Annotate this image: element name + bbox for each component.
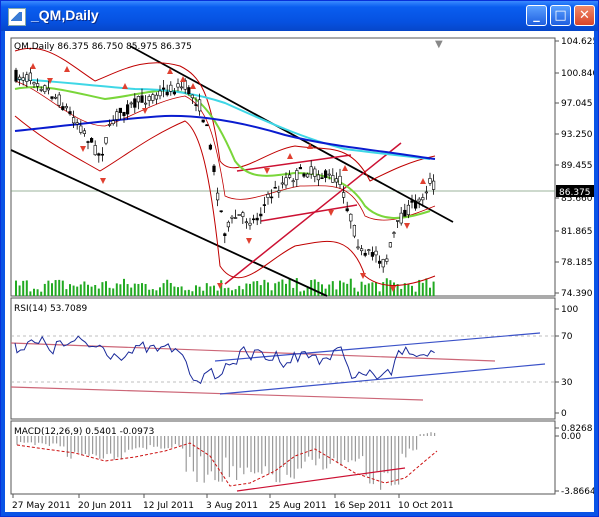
rsi-trend-lines	[10, 332, 546, 401]
price-tick-label: 85.660	[561, 194, 593, 204]
ema-slow-line	[14, 114, 436, 160]
price-tick-label: 93.250	[561, 130, 593, 140]
macd-panel-header: MACD(12,26,9) 0.5401 -0.0973	[14, 427, 154, 437]
rsi-tick-label: 30	[561, 378, 573, 388]
date-tick-label: 10 Oct 2011	[398, 501, 454, 511]
minimize-button[interactable]: _	[526, 5, 547, 26]
price-tick-label: 89.455	[561, 161, 593, 171]
volume-bars	[15, 278, 435, 296]
macd-signal-line	[16, 442, 438, 487]
price-tick-label: 104.625	[561, 37, 594, 47]
period-separator-marker: ▼	[435, 39, 443, 50]
chart-canvas[interactable]: 104.625 100.840 97.045 93.250 89.455 85.660 81…	[5, 31, 598, 512]
trend-lines	[10, 45, 454, 297]
rsi-panel-header: RSI(14) 53.7089	[14, 304, 87, 314]
rsi-tick-label: 100	[561, 305, 578, 315]
date-tick-label: 3 Aug 2011	[206, 501, 258, 511]
macd-panel[interactable]	[10, 420, 556, 495]
bollinger-upper	[14, 47, 436, 182]
rsi-axis: 100 70 30 0	[555, 305, 578, 419]
ema-mid-line	[14, 78, 431, 160]
window-title: _QM,Daily	[31, 7, 99, 23]
date-tick-label: 25 Aug 2011	[269, 501, 327, 511]
ema-fast-line	[14, 86, 431, 219]
rsi-tick-label: 70	[561, 332, 573, 342]
date-tick-label: 27 May 2011	[12, 501, 71, 511]
date-tick-label: 16 Sep 2011	[334, 501, 391, 511]
bollinger-middle	[14, 80, 436, 221]
date-axis: 27 May 2011 20 Jun 2011 12 Jul 2011 3 Aug 2…	[12, 494, 454, 511]
title-bar[interactable]: _QM,Daily _ □ ✕	[1, 1, 598, 31]
macd-histogram	[16, 432, 436, 492]
price-panel-header: QM,Daily 86.375 86.750 85.975 86.375	[14, 42, 192, 52]
date-tick-label: 20 Jun 2011	[78, 501, 132, 511]
macd-tick-label: 0.00	[561, 432, 581, 442]
price-tick-label: 100.840	[561, 69, 594, 79]
rsi-tick-label: 0	[561, 409, 567, 419]
bollinger-lower	[14, 115, 436, 286]
price-candles	[14, 67, 436, 273]
fractal-markers	[30, 63, 426, 292]
price-tick-label: 97.045	[561, 99, 593, 109]
rsi-line	[14, 335, 435, 385]
price-tick-label: 81.865	[561, 227, 593, 237]
maximize-button[interactable]: □	[550, 5, 571, 26]
date-tick-label: 12 Jul 2011	[143, 501, 194, 511]
price-tick-label: 74.390	[561, 289, 593, 299]
macd-tick-label: -3.8664	[561, 487, 594, 497]
close-button[interactable]: ✕	[574, 5, 595, 26]
current-price-marker	[556, 185, 594, 197]
rsi-panel[interactable]	[10, 297, 556, 420]
current-price-label: 86.375	[559, 188, 591, 198]
price-tick-label: 78.185	[561, 258, 593, 268]
price-axis: 104.625 100.840 97.045 93.250 89.455 85.660 81…	[555, 37, 598, 299]
macd-tick-label: 0.8268	[561, 424, 593, 434]
chart-area: 104.625 100.840 97.045 93.250 89.455 85.660 81…	[5, 31, 598, 512]
chart-window-icon	[8, 8, 26, 26]
